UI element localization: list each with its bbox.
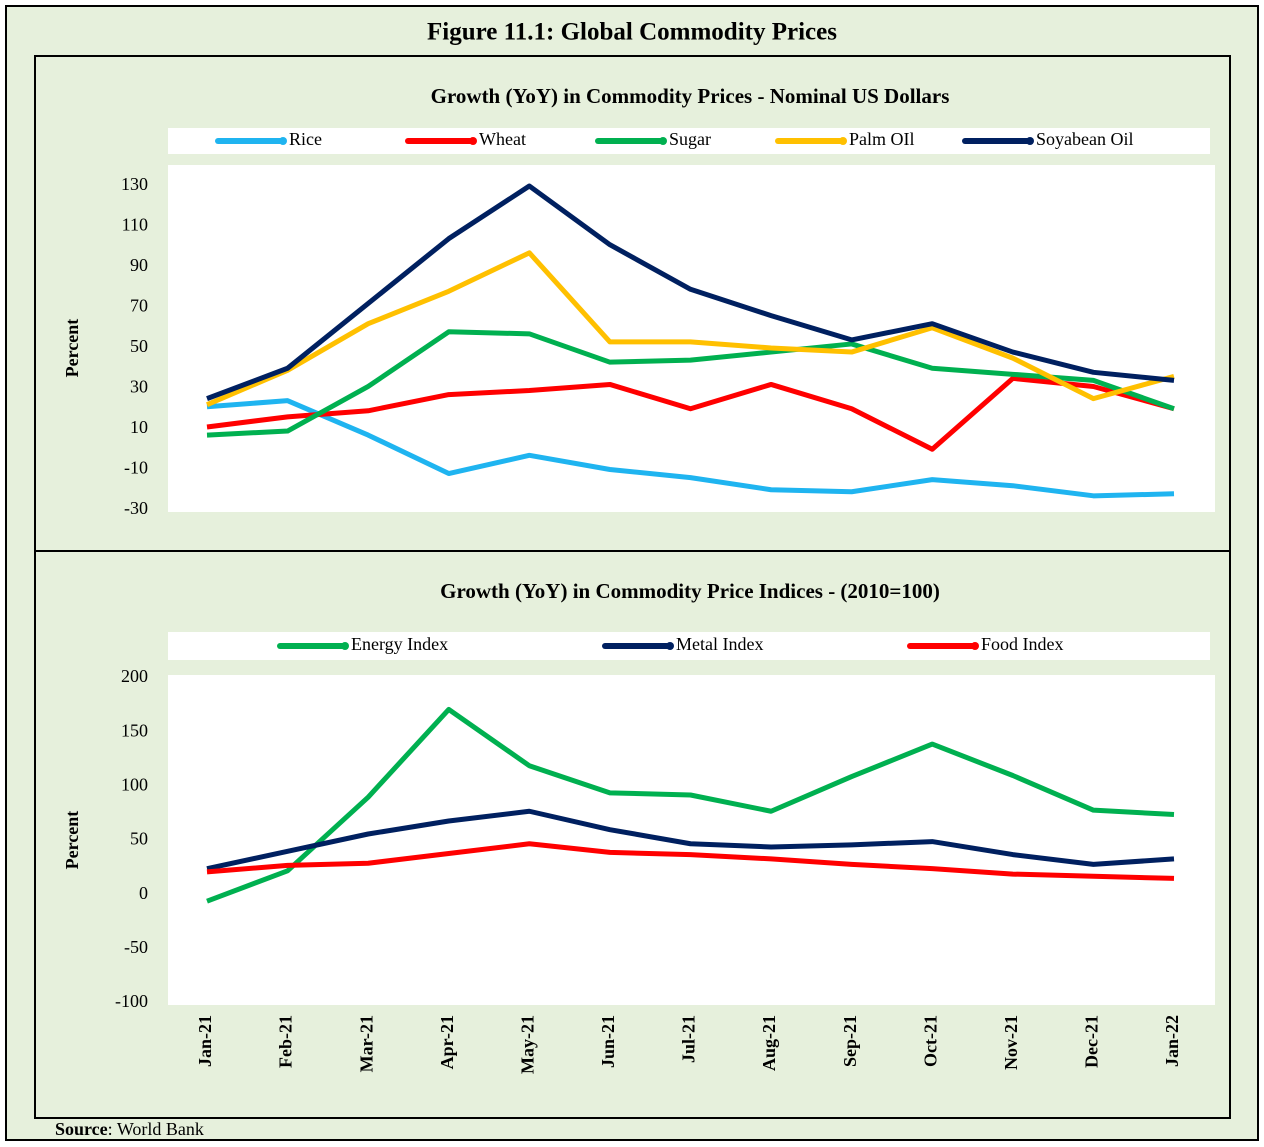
y-tick-label: -50 — [124, 937, 148, 957]
x-tick-label: Aug-21 — [759, 1015, 779, 1071]
legend-marker — [666, 642, 674, 650]
x-tick-label: Feb-21 — [276, 1015, 296, 1068]
legend-label: Energy Index — [351, 634, 448, 654]
source-label: Source — [55, 1119, 108, 1139]
legend-marker — [839, 137, 847, 145]
x-tick-label: Dec-21 — [1082, 1015, 1102, 1068]
x-tick-label: May-21 — [517, 1015, 537, 1074]
legend-marker — [659, 137, 667, 145]
chart-title: Growth (YoY) in Commodity Prices - Nomin… — [431, 84, 950, 108]
y-tick-label: 30 — [130, 377, 148, 397]
legend-box — [168, 128, 1210, 154]
y-tick-label: 50 — [130, 336, 148, 356]
series-line — [206, 706, 1175, 904]
chart-title: Growth (YoY) in Commodity Price Indices … — [440, 579, 940, 603]
x-tick-label: Mar-21 — [356, 1015, 376, 1072]
x-tick-label: Nov-21 — [1001, 1015, 1021, 1070]
y-tick-label: 150 — [121, 720, 148, 740]
legend-label: Palm OIl — [849, 129, 915, 149]
source: Source: World Bank — [55, 1119, 204, 1139]
series-line — [206, 329, 1175, 438]
y-tick-label: -30 — [124, 498, 148, 518]
x-tick-label: Oct-21 — [920, 1015, 940, 1067]
y-tick-label: 50 — [130, 829, 148, 849]
x-tick-label: Jan-22 — [1162, 1015, 1182, 1067]
series-line — [206, 250, 1175, 407]
legend-label: Metal Index — [676, 634, 763, 654]
legend-marker — [341, 642, 349, 650]
legend-label: Sugar — [669, 129, 711, 149]
y-tick-label: 200 — [121, 666, 148, 686]
legend-label: Wheat — [479, 129, 526, 149]
series-line — [206, 841, 1175, 881]
plot-area — [168, 675, 1215, 1005]
source-text: : World Bank — [108, 1119, 204, 1139]
y-tick-label: 10 — [130, 417, 148, 437]
y-axis-label: Percent — [62, 811, 82, 870]
y-tick-label: -10 — [124, 458, 148, 478]
x-tick-label: Jul-21 — [679, 1015, 699, 1063]
x-tick-label: Jan-21 — [195, 1015, 215, 1067]
legend-label: Rice — [289, 129, 322, 149]
y-tick-label: 0 — [139, 883, 148, 903]
y-tick-label: 130 — [121, 174, 148, 194]
series-line — [206, 398, 1175, 499]
legend-marker — [469, 137, 477, 145]
y-tick-label: 100 — [121, 774, 148, 794]
x-tick-label: Jun-21 — [598, 1015, 618, 1068]
y-tick-label: 90 — [130, 255, 148, 275]
x-tick-label: Sep-21 — [840, 1015, 860, 1067]
y-axis-label: Percent — [62, 319, 82, 378]
legend-label: Soyabean Oil — [1036, 129, 1133, 149]
legend-marker — [279, 137, 287, 145]
figure-title: Figure 11.1: Global Commodity Prices — [427, 19, 837, 46]
legend-marker — [971, 642, 979, 650]
x-tick-label: Apr-21 — [437, 1015, 457, 1069]
series-line — [206, 375, 1175, 452]
y-tick-label: -100 — [115, 991, 148, 1011]
y-tick-label: 70 — [130, 296, 148, 316]
series-line — [206, 808, 1175, 872]
legend-marker — [1026, 137, 1034, 145]
legend-label: Food Index — [981, 634, 1064, 654]
series-line — [206, 183, 1175, 401]
y-tick-label: 110 — [122, 215, 148, 235]
